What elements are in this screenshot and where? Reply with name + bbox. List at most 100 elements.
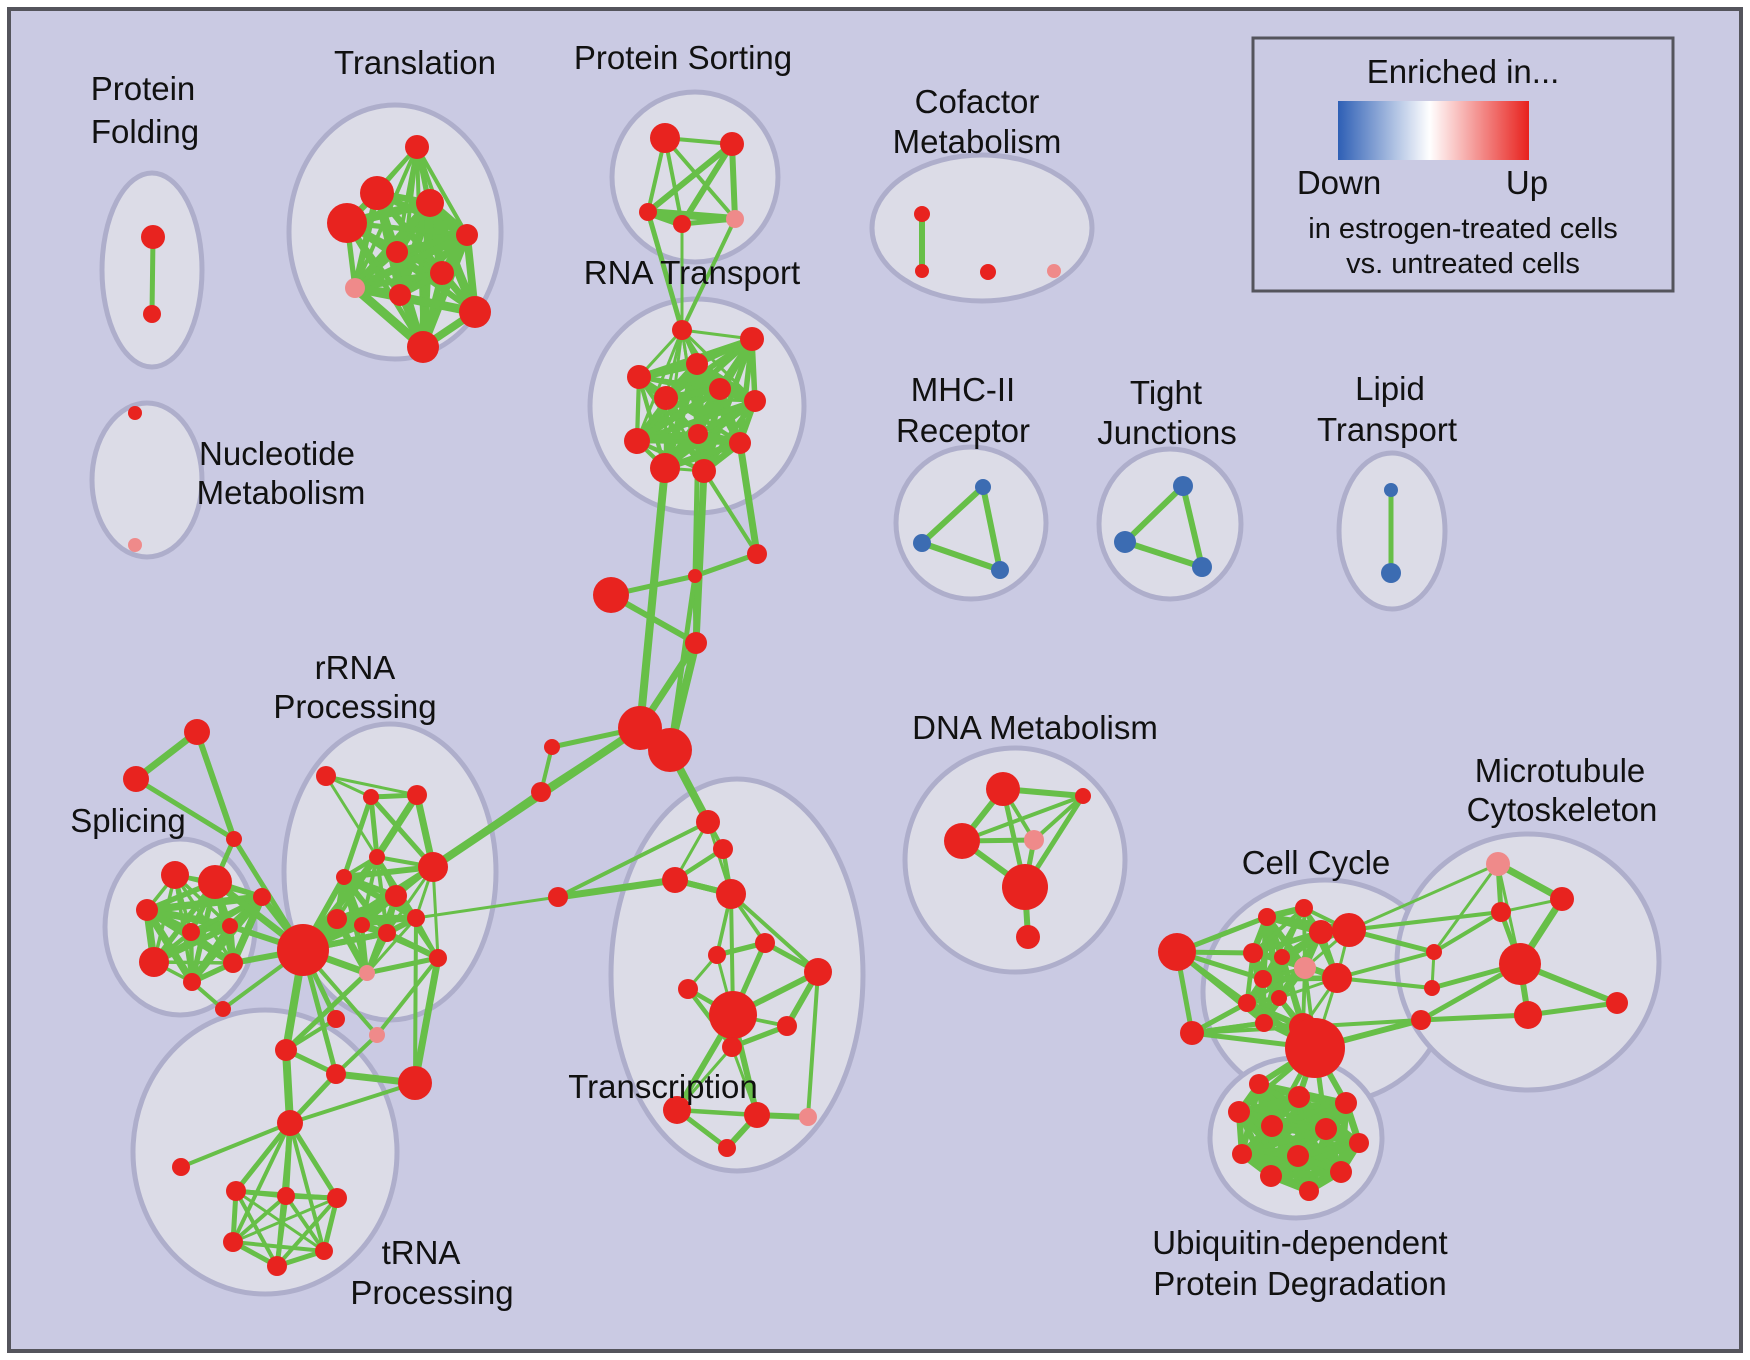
edge <box>411 954 442 1087</box>
edge <box>368 794 436 870</box>
node-rna-transport <box>650 453 680 483</box>
edge <box>430 789 544 870</box>
edge <box>288 1121 326 1253</box>
node-nucleotide-metabolism <box>128 406 142 420</box>
node-connectors <box>215 1001 231 1017</box>
node-splicing <box>223 953 243 973</box>
edge <box>736 439 761 558</box>
edge <box>667 573 698 753</box>
node-mhc-ii-receptor <box>913 534 931 552</box>
node-rrna-processing <box>429 949 447 967</box>
edge <box>701 398 758 474</box>
node-ubiquitin-degradation <box>1228 1101 1250 1123</box>
edge <box>283 970 370 1053</box>
node-cell-cycle <box>1295 899 1313 917</box>
edge <box>324 774 379 859</box>
node-rrna-processing <box>327 909 347 929</box>
edge <box>980 484 1003 573</box>
edge <box>351 269 446 292</box>
label-mhc-ii-receptor: MHC-II <box>911 371 1015 408</box>
edge <box>179 1121 292 1169</box>
node-connectors <box>688 569 702 583</box>
cluster-ellipse-tight-junctions <box>1096 446 1244 602</box>
node-mhc-ii-receptor <box>991 561 1009 579</box>
edge <box>1525 1000 1620 1018</box>
legend-subtitle-line1: in estrogen-treated cells <box>1308 213 1618 245</box>
node-translation <box>405 135 429 159</box>
node-transcription <box>804 958 832 986</box>
node-transcription <box>744 1102 770 1128</box>
node-tight-junctions <box>1114 531 1136 553</box>
node-microtubule-cytoskeleton <box>1499 943 1541 985</box>
node-splicing <box>183 973 201 991</box>
node-cell-cycle <box>1258 908 1276 926</box>
edge <box>234 1189 279 1268</box>
label-cofactor-metabolism: Cofactor <box>915 83 1040 120</box>
edge <box>919 540 1003 573</box>
node-translation <box>430 261 454 285</box>
edge <box>1432 862 1500 954</box>
node-transcription <box>755 933 775 953</box>
node-microtubule-cytoskeleton <box>1606 992 1628 1014</box>
edge <box>1494 860 1566 903</box>
node-ubiquitin-degradation <box>1232 1144 1252 1164</box>
node-connectors <box>544 739 560 755</box>
edge <box>663 136 737 221</box>
node-ubiquitin-degradation <box>1261 1115 1283 1137</box>
node-trna-processing <box>327 1188 347 1208</box>
label-transcription: Transcription <box>568 1068 758 1105</box>
label-rrna-processing: rRNA <box>315 649 396 686</box>
node-trna-processing <box>172 1158 190 1176</box>
edge <box>288 1081 417 1125</box>
legend-gradient-bar <box>1338 101 1529 160</box>
legend-down-label: Down <box>1297 164 1381 201</box>
edge <box>1032 794 1085 842</box>
edge <box>680 217 737 332</box>
node-ubiquitin-degradation <box>1330 1161 1352 1183</box>
label-ubiquitin-degradation: Ubiquitin-dependent <box>1152 1224 1447 1261</box>
node-translation <box>345 278 365 298</box>
edge <box>919 484 986 546</box>
legend-subtitle-line2: vs. untreated cells <box>1346 248 1580 280</box>
node-rna-transport <box>627 365 651 389</box>
edge <box>324 774 419 797</box>
label-cofactor-metabolism: Metabolism <box>893 123 1062 160</box>
node-cofactor-metabolism <box>915 264 929 278</box>
edge <box>287 1120 340 1201</box>
node-splicing <box>222 918 238 934</box>
node-rrna-processing <box>407 785 427 805</box>
node-dna-metabolism <box>1016 925 1040 949</box>
node-nucleotide-metabolism <box>128 538 142 552</box>
edge <box>149 234 156 317</box>
edge <box>231 1196 339 1244</box>
node-rrna-processing <box>359 965 375 981</box>
edge <box>414 895 560 920</box>
label-translation: Translation <box>334 44 496 81</box>
edge <box>1267 1168 1345 1180</box>
node-translation <box>407 331 439 363</box>
node-connectors <box>275 1039 297 1061</box>
node-protein-sorting <box>673 215 691 233</box>
label-rna-transport: RNA Transport <box>584 254 800 291</box>
node-cell-cycle <box>1271 990 1287 1006</box>
edge <box>375 956 440 1037</box>
node-microtubule-cytoskeleton <box>1514 1001 1542 1029</box>
node-connectors <box>648 728 692 772</box>
edge <box>1235 1099 1350 1116</box>
edge <box>692 551 760 579</box>
legend: Enriched in... Down Up in estrogen-treat… <box>1251 36 1675 293</box>
node-rna-transport <box>744 390 766 412</box>
node-microtubule-cytoskeleton <box>1486 852 1510 876</box>
edge <box>341 794 374 880</box>
node-dna-metabolism <box>1075 788 1091 804</box>
node-transcription <box>718 1139 736 1157</box>
cluster-ellipse-nucleotide-metabolism <box>89 400 205 560</box>
node-rna-transport <box>729 432 751 454</box>
edge <box>554 876 679 901</box>
edge <box>1335 976 1434 990</box>
edge <box>133 776 237 842</box>
edge <box>664 396 757 403</box>
node-trna-processing <box>226 1181 246 1201</box>
